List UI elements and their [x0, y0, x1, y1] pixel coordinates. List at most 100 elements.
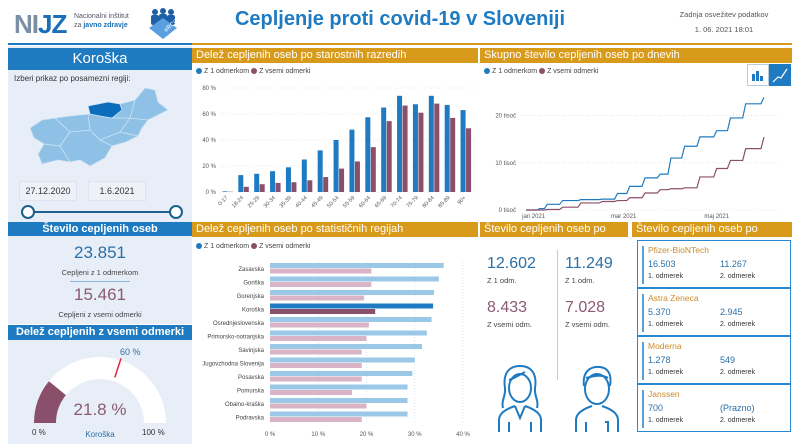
- vaccine-name: Janssen: [648, 389, 680, 399]
- gauge-region-label: Koroška: [85, 430, 115, 439]
- share-gauge: [34, 357, 166, 423]
- age-xtick: 65-69: [374, 195, 388, 209]
- age-xtick: 75-79: [406, 195, 420, 209]
- age-ytick: 0 %: [206, 190, 217, 196]
- cumulative-line-chart: 0 tisoč 10 tisoč 20 tisoč jan 2021 mar 2021 m…: [495, 97, 780, 220]
- card-accent: [642, 294, 644, 332]
- region-bar-all: [270, 309, 376, 314]
- line-ytick: 0 tisoč: [499, 208, 516, 214]
- age-bar-one: [317, 150, 323, 192]
- region-chart-legend: Z 1 odmerkom Z vsemi odmerki: [196, 243, 310, 250]
- region-bar-chart[interactable]: 0 % 10 % 20 % 30 % 40 % Zasavska Goriška Gorenj…: [192, 254, 478, 444]
- age-bar-one: [238, 175, 244, 192]
- female-one-dose: 12.602: [487, 255, 536, 272]
- line-series-all: [526, 136, 765, 211]
- region-bar-one: [270, 371, 413, 376]
- male-all-doses-label: Z vsemi odm.: [565, 320, 611, 329]
- age-bar-all: [307, 180, 313, 192]
- region-label: Pomurska: [237, 389, 265, 395]
- age-bar-one: [444, 104, 450, 192]
- gauge-target-label: 60 %: [120, 347, 141, 357]
- region-label: Zasavska: [238, 267, 264, 273]
- age-chart-legend: Z 1 odmerkom Z vsemi odmerki: [196, 68, 310, 75]
- age-bar-all: [386, 121, 392, 192]
- age-bar-chart: 0 % 20 % 40 % 60 % 80 % 0-17 18-24 25-29 30-34 35…: [202, 86, 474, 209]
- date-slider-end-handle[interactable]: [169, 205, 183, 219]
- dose2-value: 11.267: [720, 259, 747, 269]
- line-xtick: mar 2021: [611, 214, 637, 220]
- region-xtick: 40 %: [456, 432, 470, 438]
- dose1-value: 700: [648, 403, 664, 413]
- dose2-label: 2. odmerek: [720, 417, 756, 424]
- age-xtick: 85-89: [437, 195, 451, 209]
- count-title: Število cepljenih oseb: [8, 222, 192, 236]
- date-slider-start-handle[interactable]: [21, 205, 35, 219]
- vaccine-card-moderna: Moderna 1.278 549 1. odmerek 2. odmerek: [637, 336, 791, 384]
- region-bar-one: [270, 330, 427, 336]
- age-xtick: 55-59: [342, 195, 356, 209]
- map-slovenia-base[interactable]: [29, 87, 169, 167]
- dose1-label: 1. odmerek: [648, 369, 684, 376]
- age-xtick: 35-39: [279, 195, 293, 209]
- age-xtick: 18-24: [231, 195, 245, 209]
- region-bar-one: [270, 384, 408, 390]
- age-chart-title: Delež cepljenih oseb po starostnih razre…: [192, 48, 478, 63]
- age-xtick: 80-84: [422, 195, 436, 209]
- legend-dot-one: [196, 243, 202, 250]
- region-bar-one: [270, 398, 408, 403]
- dose1-value: 16.503: [648, 259, 676, 269]
- slovenia-region-map[interactable]: [20, 80, 180, 180]
- age-xtick: 25-29: [247, 195, 261, 209]
- date-from[interactable]: 27.12.2020: [19, 181, 77, 201]
- age-bar-one: [349, 129, 355, 192]
- logo-sub-javno: javno zdravje: [83, 22, 128, 29]
- legend-all-label: Z vsemi odmerki: [259, 243, 311, 250]
- male-all-doses: 7.028: [565, 299, 606, 316]
- card-accent: [642, 246, 644, 284]
- region-bar-all: [270, 417, 362, 422]
- sex-title: Število cepljenih oseb po spolu: [480, 222, 628, 250]
- legend-one-label: Z 1 odmerkom: [492, 68, 538, 75]
- region-label: Podravska: [236, 416, 265, 422]
- bar-chart-icon: [752, 71, 763, 81]
- dose2-label: 2. odmerek: [720, 321, 756, 328]
- region-bar-all: [270, 376, 362, 382]
- logo-sub-line1: Nacionalni inštitut: [74, 13, 129, 20]
- dose1-label: 1. odmerek: [648, 321, 684, 328]
- age-xtick: 50-54: [326, 195, 340, 209]
- region-label: Posavska: [238, 375, 265, 381]
- age-bar-one: [428, 95, 434, 192]
- age-bar-all: [450, 117, 456, 192]
- dose1-value: 5.370: [648, 307, 671, 317]
- line-ytick: 10 tisoč: [495, 161, 516, 167]
- age-xtick: 90+: [457, 195, 468, 206]
- region-bar-all: [270, 268, 372, 274]
- bar-view-button[interactable]: [747, 64, 769, 86]
- female-icon: [498, 365, 542, 432]
- count-one-dose: 23.851: [74, 243, 126, 262]
- vaccine-name: Moderna: [648, 341, 682, 351]
- dose1-value: 1.278: [648, 355, 671, 365]
- legend-one-label: Z 1 odmerkom: [204, 243, 250, 250]
- region-label: Savinjska: [238, 348, 264, 354]
- legend-dot-one: [484, 68, 490, 75]
- region-xtick: 20 %: [360, 432, 374, 438]
- region-label: Goriška: [243, 281, 264, 287]
- dose2-value: 2.945: [720, 307, 743, 317]
- vaccine-card-janssen: Janssen 700 (Prazno) 1. odmerek 2. odmerek: [637, 384, 791, 432]
- date-slider-track[interactable]: [28, 211, 176, 213]
- gauge-track: [34, 357, 166, 423]
- legend-dot-one: [196, 68, 202, 75]
- region-chart-title: Delež cepljenih oseb po statističnih reg…: [192, 222, 478, 237]
- dose1-label: 1. odmerek: [648, 417, 684, 424]
- sex-divider: [557, 250, 558, 380]
- header: [0, 0, 800, 44]
- count-panel: [8, 220, 192, 324]
- vaccine-name: Pfizer-BioNTech: [648, 245, 709, 255]
- date-to[interactable]: 1.6.2021: [88, 181, 146, 201]
- line-view-button[interactable]: [769, 64, 791, 86]
- age-bar-one: [301, 159, 307, 192]
- age-xtick: 70-74: [390, 195, 404, 209]
- region-label: Osrednjeslovenska: [213, 321, 265, 327]
- map-region-koroska[interactable]: [87, 101, 123, 119]
